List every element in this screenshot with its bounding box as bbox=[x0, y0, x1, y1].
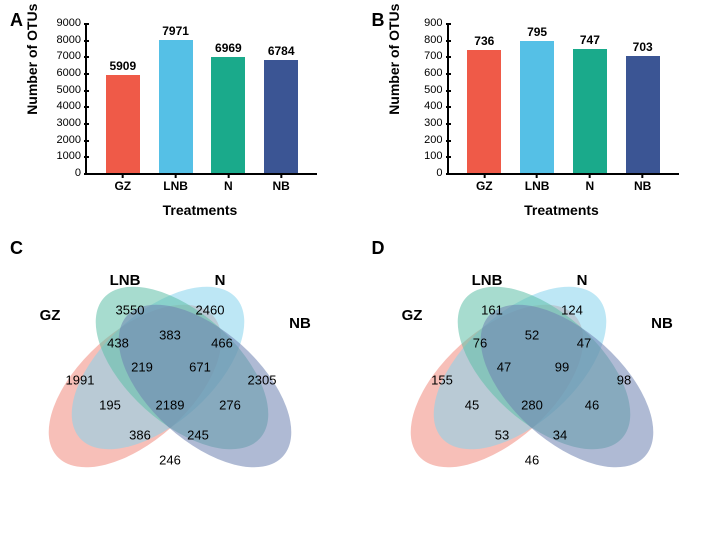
venn-c: GZ LNB N NB 1991 3550 2460 2305 438 383 … bbox=[10, 246, 330, 496]
xtick: NB bbox=[634, 173, 651, 193]
svg-text:LNB: LNB bbox=[110, 272, 141, 289]
svg-text:N: N bbox=[576, 272, 587, 289]
ylabel-a: Number of OTUs bbox=[24, 4, 40, 115]
svg-text:GZ: GZ bbox=[40, 307, 61, 324]
ytick: 3000 bbox=[57, 117, 87, 129]
ytick: 900 bbox=[424, 17, 448, 29]
svg-text:155: 155 bbox=[431, 372, 453, 387]
svg-text:245: 245 bbox=[187, 427, 209, 442]
bar-gz: 5909 bbox=[106, 75, 140, 173]
plot-area-a: 0100020003000400050006000700080009000590… bbox=[85, 23, 317, 175]
bar-nb: 703 bbox=[626, 56, 660, 173]
svg-text:46: 46 bbox=[524, 452, 538, 467]
svg-text:246: 246 bbox=[159, 452, 181, 467]
ytick: 1000 bbox=[57, 150, 87, 162]
svg-text:52: 52 bbox=[524, 327, 538, 342]
ytick: 800 bbox=[424, 34, 448, 46]
xlabel-b: Treatments bbox=[447, 202, 677, 218]
xtick: NB bbox=[273, 173, 290, 193]
svg-text:383: 383 bbox=[159, 327, 181, 342]
svg-text:2189: 2189 bbox=[156, 397, 185, 412]
bar-lnb: 795 bbox=[520, 41, 554, 174]
ytick: 300 bbox=[424, 117, 448, 129]
ytick: 7000 bbox=[57, 50, 87, 62]
panel-a-label: A bbox=[10, 10, 23, 31]
svg-text:46: 46 bbox=[584, 397, 598, 412]
svg-text:34: 34 bbox=[552, 427, 566, 442]
bar-value-label: 6969 bbox=[211, 41, 245, 55]
svg-text:45: 45 bbox=[464, 397, 478, 412]
panel-a: A Number of OTUs 01000200030004000500060… bbox=[10, 10, 342, 218]
ytick: 5000 bbox=[57, 84, 87, 96]
svg-text:466: 466 bbox=[211, 335, 233, 350]
svg-text:47: 47 bbox=[576, 335, 590, 350]
svg-text:386: 386 bbox=[129, 427, 151, 442]
bar-value-label: 703 bbox=[626, 40, 660, 54]
xtick: N bbox=[224, 173, 233, 193]
panel-c: C GZ LNB N NB 1991 3550 2460 2305 438 38… bbox=[10, 238, 342, 496]
xtick: LNB bbox=[525, 173, 550, 193]
ytick: 8000 bbox=[57, 34, 87, 46]
bar-lnb: 7971 bbox=[159, 40, 193, 173]
svg-text:NB: NB bbox=[289, 315, 311, 332]
bar-value-label: 7971 bbox=[159, 24, 193, 38]
xtick: GZ bbox=[476, 173, 493, 193]
panel-b: B Number of OTUs 01002003004005006007008… bbox=[372, 10, 704, 218]
svg-text:NB: NB bbox=[651, 315, 673, 332]
svg-text:98: 98 bbox=[616, 372, 630, 387]
svg-text:N: N bbox=[215, 272, 226, 289]
svg-text:438: 438 bbox=[107, 335, 129, 350]
ytick: 200 bbox=[424, 134, 448, 146]
venn-d: GZ LNB N NB 155 161 124 98 76 52 47 46 4… bbox=[372, 246, 692, 496]
panel-d: D GZ LNB N NB 155 161 124 98 76 52 47 46… bbox=[372, 238, 704, 496]
ylabel-b: Number of OTUs bbox=[386, 4, 402, 115]
svg-text:276: 276 bbox=[219, 397, 241, 412]
svg-text:124: 124 bbox=[561, 302, 583, 317]
ytick: 500 bbox=[424, 84, 448, 96]
svg-text:LNB: LNB bbox=[471, 272, 502, 289]
svg-text:195: 195 bbox=[99, 397, 121, 412]
svg-text:161: 161 bbox=[481, 302, 503, 317]
svg-text:2460: 2460 bbox=[196, 302, 225, 317]
ytick: 9000 bbox=[57, 17, 87, 29]
plot-area-b: 0100200300400500600700800900736GZ795LNB7… bbox=[447, 23, 679, 175]
xtick: GZ bbox=[114, 173, 131, 193]
barchart-b: Number of OTUs 0100200300400500600700800… bbox=[392, 18, 692, 218]
ytick: 700 bbox=[424, 50, 448, 62]
svg-text:47: 47 bbox=[496, 359, 510, 374]
bar-n: 747 bbox=[573, 49, 607, 174]
ytick: 2000 bbox=[57, 134, 87, 146]
bar-value-label: 5909 bbox=[106, 59, 140, 73]
svg-text:GZ: GZ bbox=[401, 307, 422, 324]
ytick: 0 bbox=[436, 167, 448, 179]
bar-value-label: 736 bbox=[467, 34, 501, 48]
svg-text:219: 219 bbox=[131, 359, 153, 374]
ytick: 4000 bbox=[57, 100, 87, 112]
svg-text:53: 53 bbox=[494, 427, 508, 442]
xtick: N bbox=[586, 173, 595, 193]
barchart-a: Number of OTUs 0100020003000400050006000… bbox=[30, 18, 330, 218]
xtick: LNB bbox=[163, 173, 188, 193]
svg-text:3550: 3550 bbox=[116, 302, 145, 317]
ytick: 100 bbox=[424, 150, 448, 162]
panel-b-label: B bbox=[372, 10, 385, 31]
svg-text:99: 99 bbox=[554, 359, 568, 374]
svg-text:76: 76 bbox=[472, 335, 486, 350]
svg-text:2305: 2305 bbox=[248, 372, 277, 387]
ytick: 6000 bbox=[57, 67, 87, 79]
bar-value-label: 795 bbox=[520, 25, 554, 39]
ytick: 600 bbox=[424, 67, 448, 79]
bar-value-label: 6784 bbox=[264, 44, 298, 58]
bar-nb: 6784 bbox=[264, 60, 298, 173]
ytick: 400 bbox=[424, 100, 448, 112]
bar-n: 6969 bbox=[211, 57, 245, 173]
bar-value-label: 747 bbox=[573, 33, 607, 47]
svg-text:1991: 1991 bbox=[66, 372, 95, 387]
ytick: 0 bbox=[75, 167, 87, 179]
figure-grid: A Number of OTUs 01000200030004000500060… bbox=[10, 10, 703, 496]
svg-text:280: 280 bbox=[521, 397, 543, 412]
svg-text:671: 671 bbox=[189, 359, 211, 374]
bar-gz: 736 bbox=[467, 50, 501, 173]
xlabel-a: Treatments bbox=[85, 202, 315, 218]
